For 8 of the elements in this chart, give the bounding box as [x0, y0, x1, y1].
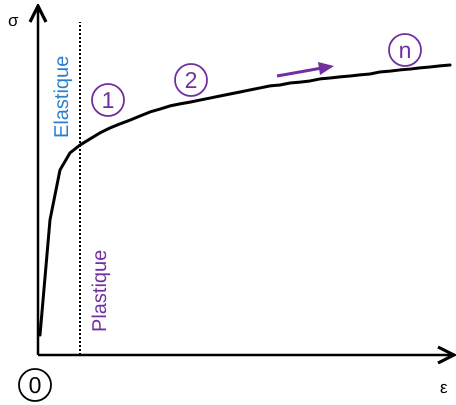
annotation: 2	[184, 67, 198, 93]
text: 0	[28, 372, 42, 398]
text: n	[398, 37, 412, 63]
x-axis-title: ε	[440, 378, 448, 397]
y-axis-title: σ	[8, 11, 19, 30]
annotation: Elastique	[51, 56, 73, 138]
annotation: 1	[102, 87, 114, 113]
annotation: Plastique	[89, 250, 111, 332]
